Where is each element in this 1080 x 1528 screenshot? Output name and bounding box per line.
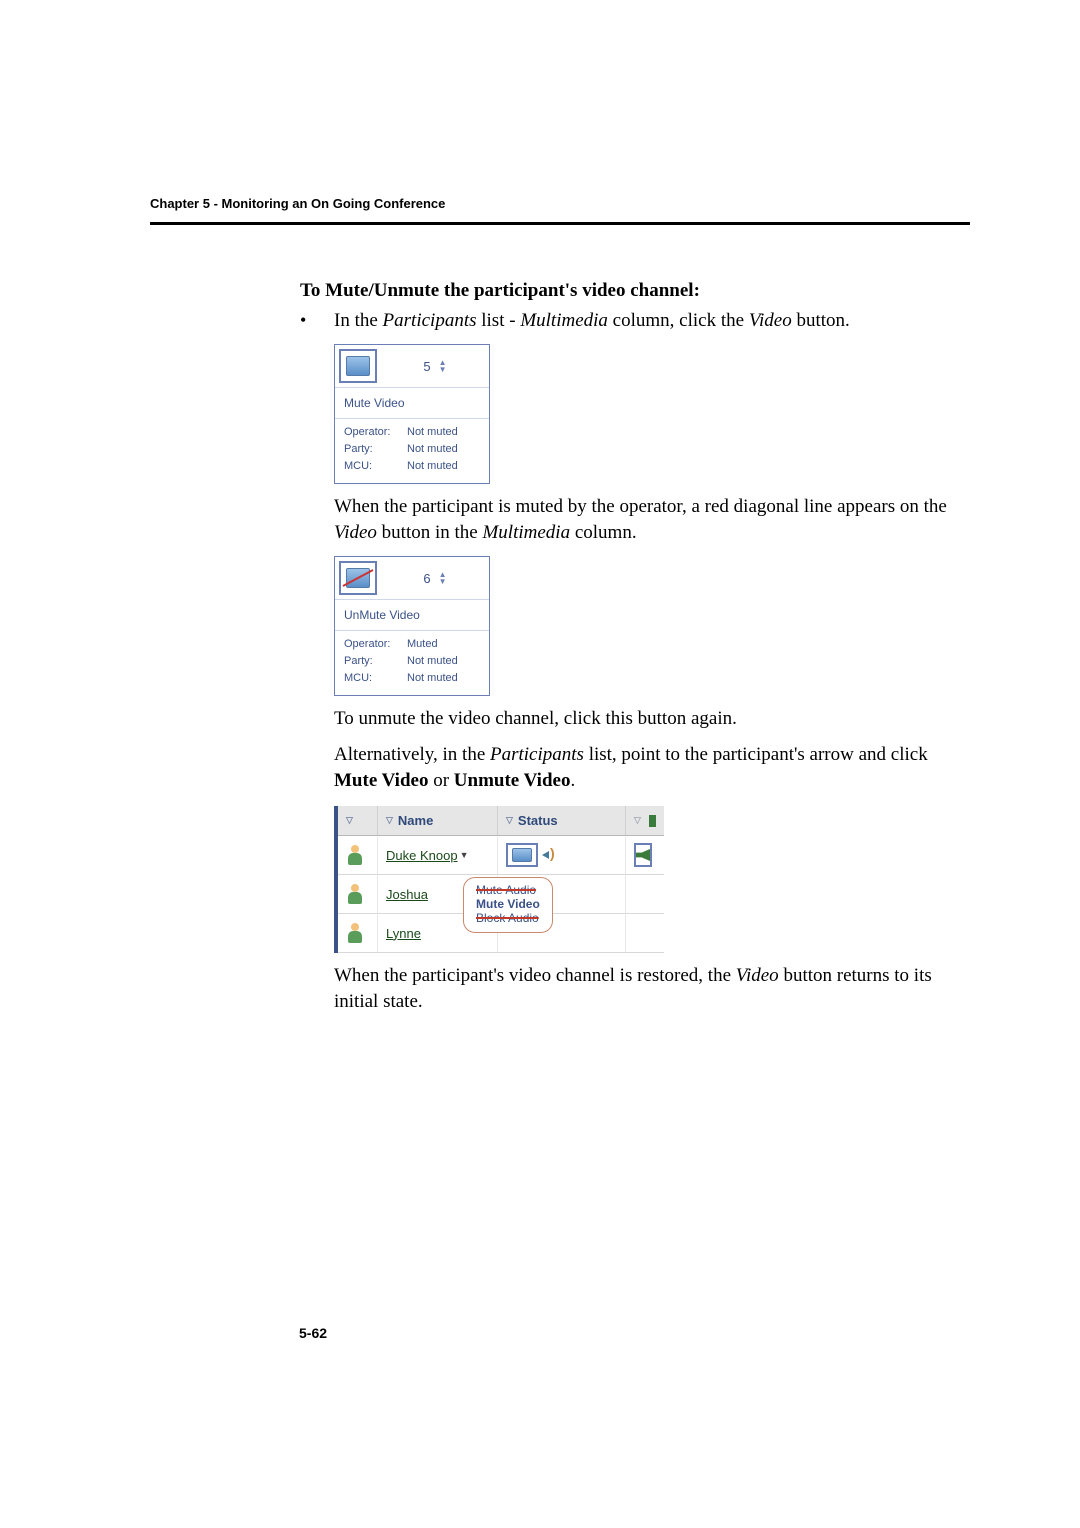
unmute-tooltip: 6 ▲▼ UnMute Video Operator:Muted Party:N… bbox=[334, 556, 490, 696]
col-status-header[interactable]: ▽Status bbox=[498, 806, 626, 835]
page: Chapter 5 - Monitoring an On Going Confe… bbox=[0, 0, 1080, 1401]
video-button[interactable] bbox=[339, 349, 377, 383]
person-icon bbox=[346, 923, 364, 943]
person-icon bbox=[346, 845, 364, 865]
tooltip-action: Mute Video bbox=[335, 388, 489, 419]
sort-icon: ▽ bbox=[634, 815, 641, 826]
audio-header-icon bbox=[649, 815, 656, 827]
table-row[interactable]: Joshua Mute Audio Mute Video Block Audio bbox=[338, 875, 664, 914]
tooltip-counter: 5 ▲▼ bbox=[381, 345, 489, 387]
bullet-row: • In the Participants list - Multimedia … bbox=[300, 308, 960, 334]
mute-tooltip: 5 ▲▼ Mute Video Operator:Not muted Party… bbox=[334, 344, 490, 484]
bullet-marker: • bbox=[300, 308, 334, 332]
participant-name-link[interactable]: Duke Knoop bbox=[386, 848, 458, 863]
video-icon bbox=[346, 356, 370, 376]
col-last-header[interactable]: ▽ bbox=[626, 806, 664, 835]
sort-icon: ▽ bbox=[386, 815, 393, 826]
stepper-arrows-icon[interactable]: ▲▼ bbox=[439, 359, 447, 373]
participants-table: ▽ ▽Name ▽Status ▽ Duke Knoop▼ Joshua bbox=[334, 806, 664, 953]
sort-icon: ▽ bbox=[346, 815, 353, 826]
tooltip-action: UnMute Video bbox=[335, 600, 489, 631]
paragraph: To unmute the video channel, click this … bbox=[334, 706, 960, 732]
dropdown-arrow-icon[interactable]: ▼ bbox=[460, 850, 469, 860]
paragraph: When the participant is muted by the ope… bbox=[334, 494, 960, 546]
sort-icon: ▽ bbox=[506, 815, 513, 826]
tooltip-top: 6 ▲▼ bbox=[335, 557, 489, 600]
tooltip-counter: 6 ▲▼ bbox=[381, 557, 489, 599]
audio-icon bbox=[542, 847, 558, 863]
paragraph: Alternatively, in the Participants list,… bbox=[334, 742, 960, 794]
video-button-muted[interactable] bbox=[339, 561, 377, 595]
section-title: To Mute/Unmute the participant's video c… bbox=[300, 280, 960, 302]
col-icon-header[interactable]: ▽ bbox=[338, 806, 378, 835]
table-header: ▽ ▽Name ▽Status ▽ bbox=[338, 806, 664, 836]
video-icon bbox=[512, 848, 532, 862]
stepper-arrows-icon[interactable]: ▲▼ bbox=[439, 571, 447, 585]
participant-name-link[interactable]: Joshua bbox=[386, 887, 428, 902]
tooltip-status: Operator:Muted Party:Not muted MCU:Not m… bbox=[335, 631, 489, 695]
page-number: 5-62 bbox=[299, 1325, 960, 1341]
paragraph: When the participant's video channel is … bbox=[334, 963, 960, 1015]
bullet-text: In the Participants list - Multimedia co… bbox=[334, 308, 850, 334]
video-icon bbox=[346, 568, 370, 588]
context-menu: Mute Audio Mute Video Block Audio bbox=[463, 877, 553, 933]
chapter-header: Chapter 5 - Monitoring an On Going Confe… bbox=[150, 196, 445, 211]
header-rule bbox=[150, 222, 970, 225]
table-row[interactable]: Duke Knoop▼ bbox=[338, 836, 664, 875]
menu-mute-audio[interactable]: Mute Audio bbox=[476, 883, 540, 897]
speaker-icon bbox=[636, 849, 650, 861]
col-name-header[interactable]: ▽Name bbox=[378, 806, 498, 835]
video-status-button[interactable] bbox=[506, 843, 538, 867]
participant-name-link[interactable]: Lynne bbox=[386, 926, 421, 941]
tooltip-status: Operator:Not muted Party:Not muted MCU:N… bbox=[335, 419, 489, 483]
content: To Mute/Unmute the participant's video c… bbox=[300, 280, 960, 1341]
menu-mute-video[interactable]: Mute Video bbox=[476, 897, 540, 911]
tooltip-top: 5 ▲▼ bbox=[335, 345, 489, 388]
menu-block-audio[interactable]: Block Audio bbox=[476, 911, 540, 925]
speaker-status-button[interactable] bbox=[634, 843, 652, 867]
person-icon bbox=[346, 884, 364, 904]
